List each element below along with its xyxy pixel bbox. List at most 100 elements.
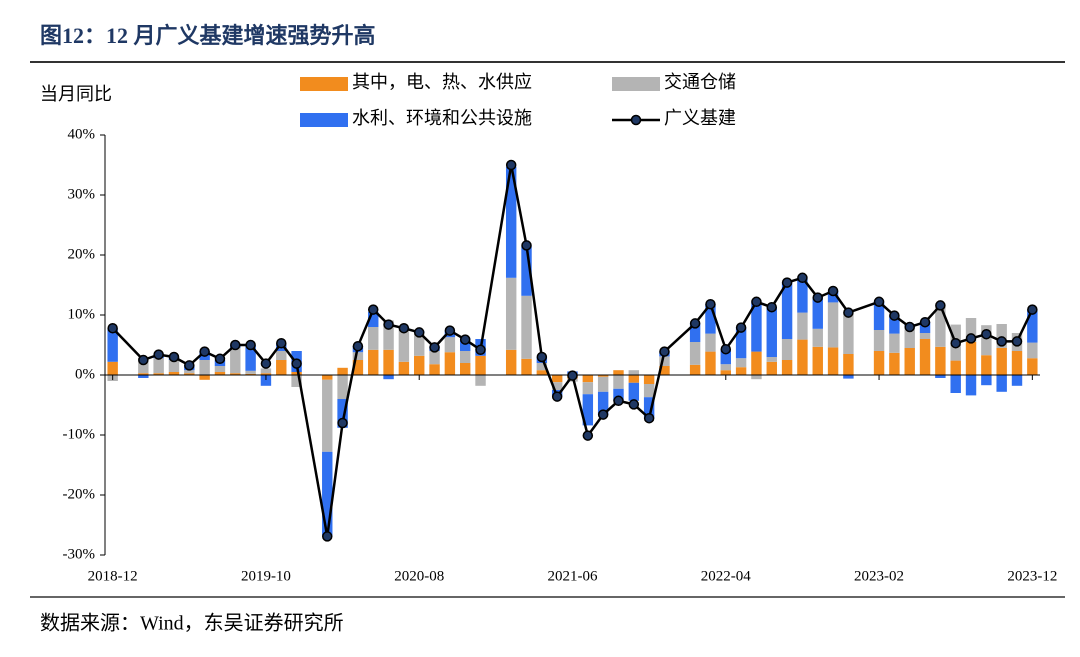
bar [935, 375, 946, 378]
bar [521, 246, 532, 296]
line-marker [322, 531, 333, 542]
line-marker [352, 340, 364, 352]
y-tick-label: 20% [68, 246, 96, 262]
y-tick-label: -10% [63, 426, 96, 442]
bar [873, 330, 885, 351]
bar [981, 325, 992, 356]
x-tick-label: 2018-12 [88, 568, 138, 584]
line-marker [751, 296, 762, 308]
bar [659, 356, 670, 366]
line-marker [613, 395, 624, 407]
line-marker [873, 296, 885, 308]
bar [904, 327, 915, 348]
bar [536, 370, 548, 375]
bar [260, 368, 272, 374]
line-marker [889, 310, 900, 321]
bar [613, 370, 624, 375]
bar [981, 355, 992, 375]
gap-bridge [479, 164, 513, 351]
bar [781, 339, 793, 360]
bar [720, 364, 731, 371]
line-marker [245, 339, 256, 351]
bar [429, 364, 440, 375]
line-marker [797, 272, 808, 284]
line-marker [981, 328, 992, 340]
line-marker [429, 342, 440, 353]
bar [352, 360, 364, 375]
bar [705, 351, 716, 375]
bar [521, 295, 532, 359]
bar [168, 372, 180, 375]
bar [475, 355, 486, 375]
bar [245, 370, 256, 374]
legend-swatch [612, 77, 660, 91]
x-tick-label: 2020-08 [394, 568, 444, 584]
bar [705, 333, 716, 352]
bar [260, 375, 272, 386]
line-marker [475, 344, 486, 356]
bar [138, 373, 149, 375]
bar [184, 370, 195, 374]
legend-label: 水利、环境和公共设施 [352, 108, 532, 128]
line-marker [827, 285, 839, 297]
bar [199, 360, 210, 375]
bar [536, 363, 548, 371]
bar [643, 375, 655, 384]
bar [843, 312, 854, 354]
bar [827, 291, 839, 303]
line-marker [214, 353, 226, 365]
bar [107, 328, 118, 362]
bar [889, 333, 900, 353]
line-marker [153, 349, 164, 360]
bar [291, 375, 302, 387]
bar [751, 351, 762, 375]
y-tick-label: -30% [63, 546, 96, 562]
bar [766, 357, 777, 362]
bar [551, 382, 563, 390]
bar [505, 277, 517, 350]
bar [1027, 342, 1038, 359]
bar [459, 363, 471, 375]
line-marker [505, 159, 517, 171]
bar [751, 375, 762, 380]
gap-bridge [663, 322, 696, 353]
bar [919, 339, 931, 375]
bar [368, 312, 379, 327]
line-marker [444, 325, 456, 336]
bar [889, 315, 900, 334]
bar [628, 382, 640, 401]
line-marker [643, 412, 655, 424]
line-marker [337, 417, 348, 429]
gap-bridge [847, 300, 880, 314]
bar [276, 360, 287, 375]
bar [873, 351, 885, 375]
bar [781, 360, 793, 375]
bar [689, 364, 701, 375]
bar [184, 373, 195, 375]
x-tick-label: 2023-12 [1007, 568, 1057, 584]
bar [996, 375, 1007, 392]
y-axis-label: 当月同比 [40, 84, 112, 104]
bar [919, 322, 931, 333]
gap-bridge [295, 363, 329, 537]
legend-label: 广义基建 [664, 108, 736, 128]
bar [138, 375, 149, 378]
bar [260, 373, 272, 375]
bar [812, 346, 823, 375]
bar [551, 375, 563, 383]
bar [935, 346, 946, 375]
line-marker [521, 240, 532, 251]
line-marker [199, 346, 210, 357]
line-marker [996, 336, 1007, 347]
bar [337, 399, 348, 428]
bar [981, 375, 992, 386]
bar [383, 375, 394, 380]
bar [398, 328, 410, 362]
bar [643, 397, 655, 419]
line-marker [459, 334, 471, 345]
line-marker [812, 292, 823, 303]
bar [138, 358, 149, 374]
bar [153, 358, 164, 374]
bar [935, 305, 946, 347]
